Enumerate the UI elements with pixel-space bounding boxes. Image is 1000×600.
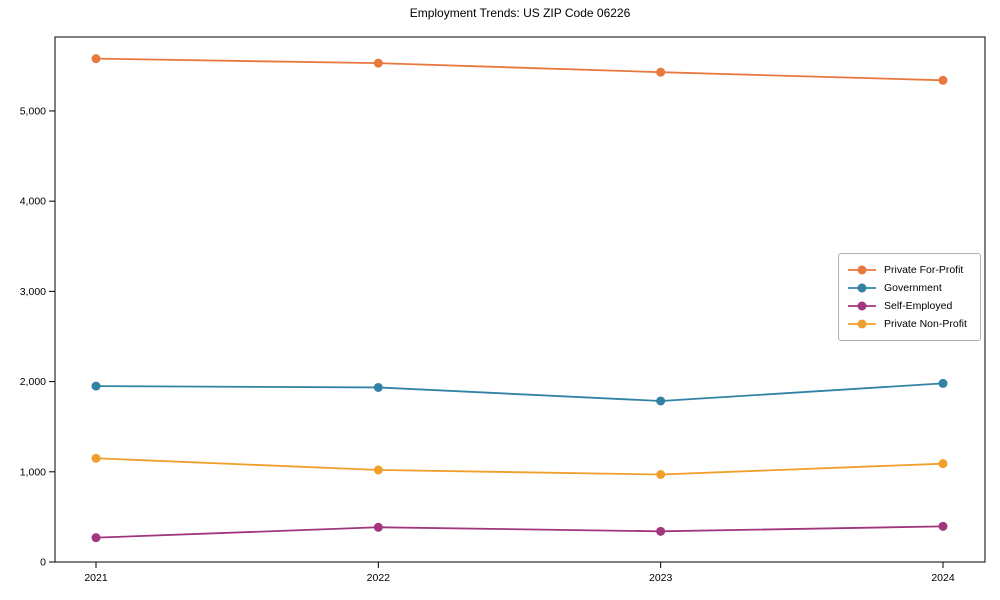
series-point-3-1: [373, 465, 383, 475]
series-point-2-1: [373, 522, 383, 532]
series-point-1-0: [91, 381, 101, 391]
series-point-2-2: [656, 526, 666, 536]
series-point-0-3: [938, 75, 948, 85]
y-tick-label: 4,000: [20, 196, 46, 208]
x-tick-label: 2023: [649, 572, 673, 584]
y-tick-label: 3,000: [20, 286, 46, 298]
series-point-2-3: [938, 521, 948, 531]
legend-label: Self-Employed: [884, 300, 953, 312]
series-line-0: [95, 57, 944, 82]
series-line-2: [95, 525, 944, 539]
y-tick-label: 1,000: [20, 466, 46, 478]
legend-label: Government: [884, 282, 942, 294]
series-point-3-3: [938, 459, 948, 469]
y-tick-label: 0: [40, 557, 46, 569]
y-tick-label: 5,000: [20, 105, 46, 117]
legend-label: Private For-Profit: [884, 264, 964, 276]
series-line-3: [95, 457, 944, 476]
series-point-1-1: [373, 382, 383, 392]
series-line-1: [95, 382, 944, 402]
legend-marker-icon: [848, 265, 876, 275]
legend-marker-icon: [848, 283, 876, 293]
chart-title: Employment Trends: US ZIP Code 06226: [409, 6, 631, 20]
series-point-0-2: [656, 67, 666, 77]
series-point-2-0: [91, 533, 101, 543]
series-point-0-0: [91, 54, 101, 64]
legend-item: Private Non-Profit: [847, 315, 972, 333]
legend-item: Self-Employed: [847, 297, 972, 315]
legend: Private For-Profit Government Self-Employe…: [838, 253, 981, 341]
legend-label: Private Non-Profit: [884, 318, 967, 330]
y-tick-label: 2,000: [20, 376, 46, 388]
legend-marker-icon: [848, 319, 876, 329]
legend-item: Private For-Profit: [847, 261, 972, 279]
x-tick-label: 2024: [931, 572, 955, 584]
series-point-1-3: [938, 378, 948, 388]
plot-frame: [54, 36, 986, 563]
legend-marker-icon: [848, 301, 876, 311]
series-point-3-0: [91, 453, 101, 463]
series-point-1-2: [656, 396, 666, 406]
legend-item: Government: [847, 279, 972, 297]
x-tick-label: 2021: [84, 572, 108, 584]
series-point-0-1: [373, 58, 383, 68]
series-point-3-2: [656, 470, 666, 479]
x-tick-label: 2022: [367, 572, 391, 584]
